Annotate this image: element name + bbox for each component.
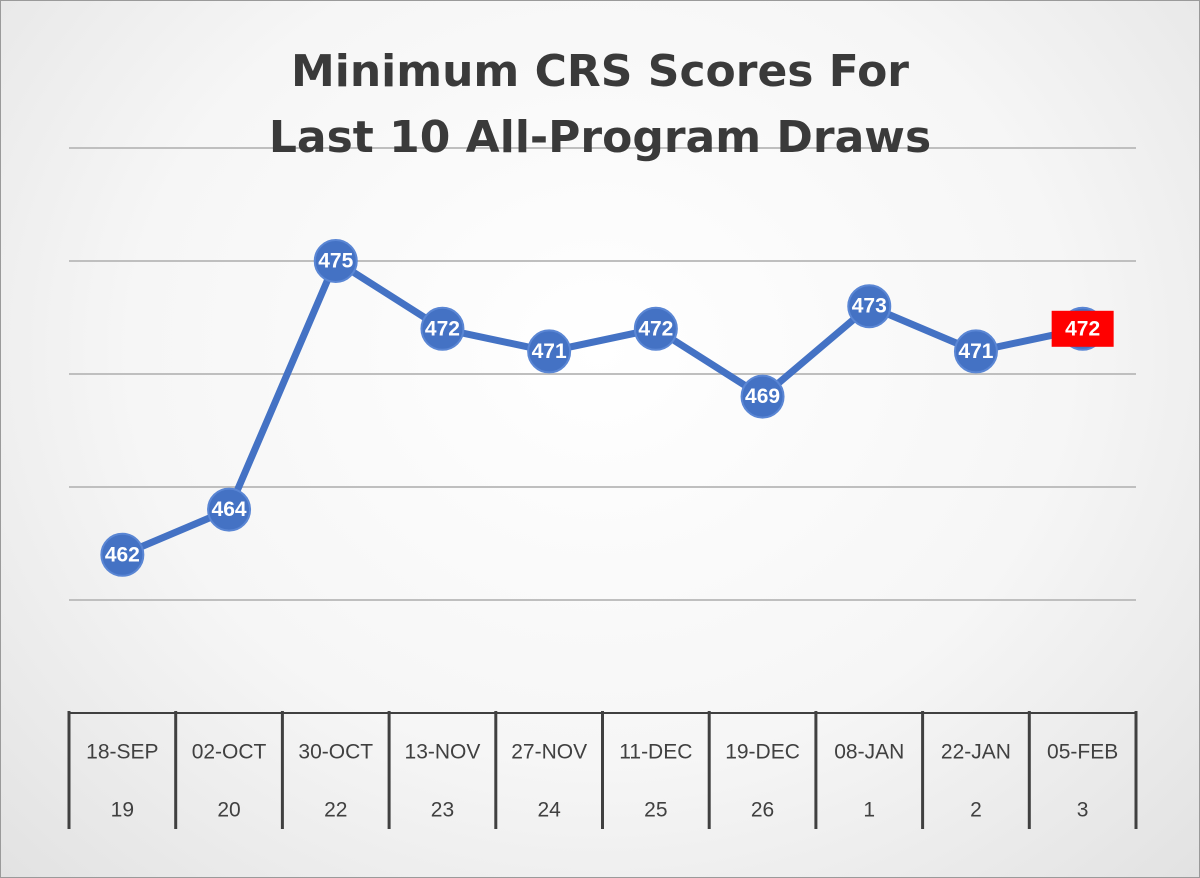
marker bbox=[740, 374, 785, 419]
marker bbox=[420, 306, 465, 351]
data-label: 471 bbox=[958, 340, 993, 363]
marker bbox=[100, 532, 145, 577]
x-sub-label: 26 bbox=[751, 799, 774, 822]
label-box bbox=[1051, 310, 1114, 347]
x-tick-label: 30-OCT bbox=[298, 741, 373, 764]
x-tick-label: 18-SEP bbox=[86, 741, 158, 764]
x-tick-label: 05-FEB bbox=[1047, 741, 1118, 764]
data-label: 471 bbox=[532, 340, 567, 363]
x-tick-label: 11-DEC bbox=[619, 741, 692, 764]
marker bbox=[953, 329, 998, 374]
data-label: 472 bbox=[638, 317, 673, 340]
x-tick-label: 22-JAN bbox=[941, 741, 1011, 764]
x-sub-label: 23 bbox=[431, 799, 454, 822]
data-label: 473 bbox=[852, 295, 887, 318]
marker bbox=[313, 239, 358, 283]
x-sub-label: 3 bbox=[1077, 799, 1089, 822]
x-sub-label: 22 bbox=[324, 799, 347, 822]
x-sub-label: 19 bbox=[111, 799, 134, 822]
data-label: 472 bbox=[425, 317, 460, 340]
x-sub-label: 2 bbox=[970, 799, 982, 822]
data-label: 472 bbox=[1065, 317, 1100, 340]
data-label: 464 bbox=[212, 498, 247, 521]
x-sub-label: 25 bbox=[644, 799, 667, 822]
x-tick-label: 19-DEC bbox=[725, 741, 800, 764]
marker bbox=[527, 329, 572, 374]
x-sub-label: 1 bbox=[863, 799, 875, 822]
marker bbox=[633, 306, 678, 351]
data-label: 469 bbox=[745, 385, 780, 408]
x-sub-label: 24 bbox=[537, 799, 561, 822]
line bbox=[120, 257, 1084, 559]
x-tick-label: 02-OCT bbox=[192, 741, 267, 764]
x-tick-label: 08-JAN bbox=[834, 741, 904, 764]
chart-title: Minimum CRS Scores For Last 10 All-Progr… bbox=[268, 46, 932, 163]
x-tick-label: 27-NOV bbox=[511, 741, 587, 764]
x-tick-label: 13-NOV bbox=[405, 741, 481, 764]
x-sub-label: 20 bbox=[217, 799, 240, 822]
data-label: 462 bbox=[105, 543, 140, 566]
marker bbox=[847, 284, 892, 329]
marker bbox=[207, 487, 252, 532]
data-label: 475 bbox=[318, 250, 353, 273]
